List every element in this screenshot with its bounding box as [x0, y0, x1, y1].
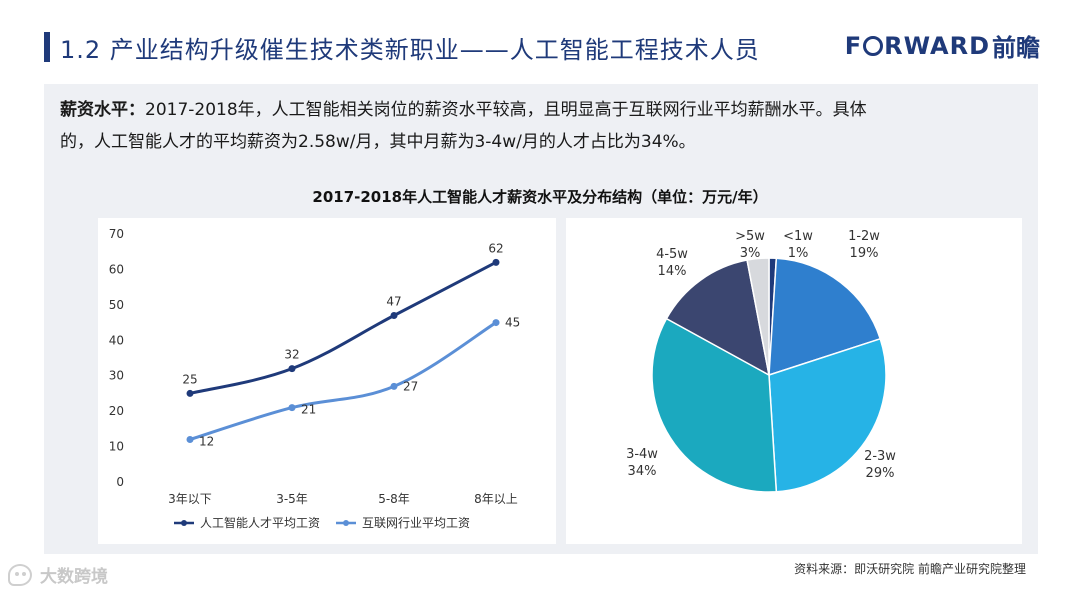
chart-title: 2017-2018年人工智能人才薪资水平及分布结构（单位：万元/年） — [312, 188, 768, 206]
legend-marker — [181, 520, 187, 526]
logo-text-suffix: RWARD — [884, 31, 990, 60]
legend-label: 人工智能人才平均工资 — [200, 515, 320, 530]
legend-label: 互联网行业平均工资 — [362, 516, 470, 530]
data-label: 25 — [182, 372, 197, 386]
intro-paragraph: 薪资水平：2017-2018年，人工智能相关岗位的薪资水平较高，且明显高于互联网… — [60, 94, 1020, 158]
pie-category-label: >5w — [735, 229, 765, 244]
data-label: 62 — [488, 241, 503, 255]
pie-chart: <1w 1% 1-2w 19% 2-3w 29% 3-4w 34% 4-5w 14% >5w 3% — [626, 229, 896, 493]
title-accent-bar — [44, 32, 50, 62]
data-point — [492, 258, 500, 266]
page-title: 1.2 产业结构升级催生技术类新职业——人工智能工程技术人员 — [60, 36, 760, 64]
paragraph-line1-text: 2017-2018年，人工智能相关岗位的薪资水平较高，且明显高于互联网行业平均薪… — [145, 100, 867, 120]
logo-text-prefix: F — [844, 31, 863, 60]
source-note: 资料来源：即沃研究院 前瞻产业研究院整理 — [794, 562, 1026, 576]
series-line-0 — [189, 261, 497, 395]
data-point — [492, 319, 500, 327]
pie-slice — [768, 337, 887, 493]
pie-percent-label: 34% — [628, 464, 657, 479]
pie-category-label: <1w — [783, 229, 813, 244]
x-tick-label: 3-5年 — [276, 492, 308, 506]
brand-logo: F RWARD 前瞻 — [845, 28, 1040, 63]
y-tick-label: 60 — [109, 262, 124, 276]
logo-text-cn: 前瞻 — [992, 34, 1040, 62]
data-label: 21 — [301, 403, 316, 417]
data-label: 12 — [199, 434, 214, 448]
data-point — [186, 435, 194, 443]
pie-category-label: 4-5w — [656, 247, 688, 262]
watermark-icon — [8, 563, 32, 586]
data-label: 32 — [284, 348, 299, 362]
pie-slice — [768, 257, 882, 377]
y-tick-label: 70 — [109, 227, 124, 241]
data-point — [186, 389, 194, 397]
data-label: 27 — [403, 379, 418, 393]
pie-slice — [746, 257, 770, 376]
logo-o-icon — [863, 35, 884, 56]
watermark-text: 大数跨境 — [40, 567, 108, 587]
data-point — [390, 311, 398, 319]
pie-category-label: 1-2w — [848, 229, 880, 244]
data-point — [390, 382, 398, 390]
line-chart: 0 10 20 30 40 50 60 70 3年以下 3-5年 5-8年 8年以上 25 32 47 62 1… — [109, 227, 521, 530]
pie-chart-panel: <1w 1% 1-2w 19% 2-3w 29% 3-4w 34% 4-5w 14% >5w 3% — [566, 218, 1022, 544]
paragraph-label: 薪资水平： — [60, 100, 145, 120]
y-tick-label: 50 — [109, 298, 124, 312]
paragraph-line-2: 的，人工智能人才的平均薪资为2.58w/月，其中月薪为3-4w/月的人才占比为3… — [60, 132, 696, 152]
y-tick-label: 40 — [109, 333, 124, 347]
pie-slice — [665, 259, 771, 377]
x-tick-label: 3年以下 — [168, 492, 212, 506]
pie-percent-label: 1% — [788, 246, 809, 261]
y-tick-label: 10 — [109, 440, 124, 454]
legend-marker — [343, 520, 349, 526]
y-tick-label: 20 — [109, 404, 124, 418]
y-tick-label: 30 — [109, 369, 124, 383]
line-chart-panel: 0 10 20 30 40 50 60 70 3年以下 3-5年 5-8年 8年以上 25 32 47 62 1… — [98, 218, 556, 544]
x-tick-label: 5-8年 — [378, 492, 410, 506]
pie-category-label: 3-4w — [626, 447, 658, 462]
pie-percent-label: 29% — [866, 466, 895, 481]
y-tick-label: 0 — [116, 475, 124, 489]
data-point — [288, 404, 296, 412]
paragraph-line-1: 薪资水平：2017-2018年，人工智能相关岗位的薪资水平较高，且明显高于互联网… — [60, 94, 1020, 126]
pie-category-label: 2-3w — [864, 449, 896, 464]
series-line-1 — [189, 321, 497, 441]
pie-percent-label: 19% — [850, 246, 879, 261]
data-label: 47 — [386, 294, 401, 308]
watermark: 大数跨境 — [8, 562, 108, 587]
pie-percent-label: 3% — [740, 246, 761, 261]
x-tick-label: 8年以上 — [474, 492, 518, 506]
data-label: 45 — [505, 316, 520, 330]
pie-percent-label: 14% — [658, 264, 687, 279]
data-point — [288, 365, 296, 373]
